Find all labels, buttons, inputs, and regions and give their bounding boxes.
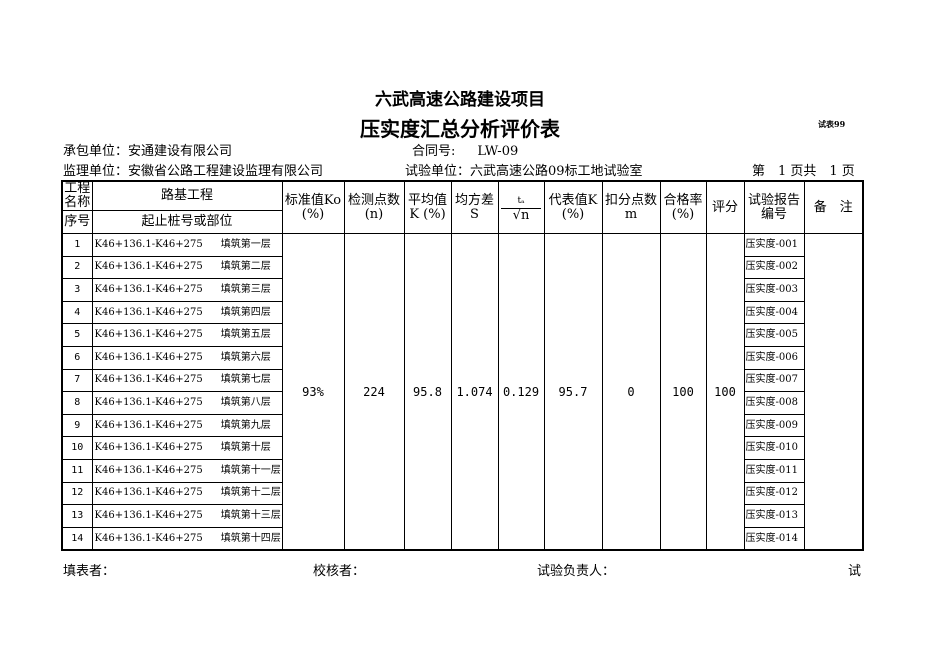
row-location: K46+136.1-K46+275 填筑第七层 (91, 368, 283, 393)
summary-avg: 95.8 (403, 233, 452, 551)
score-header: 评分 (705, 180, 745, 234)
row-report-number: 压实度-014 (743, 526, 805, 551)
avg-header: 平均值 K (%) (403, 180, 452, 234)
row-location: K46+136.1-K46+275 填筑第十四层 (91, 526, 283, 551)
deduct-header: 扣分点数 m (601, 180, 661, 234)
remark-cell (803, 233, 864, 551)
row-report-number: 压实度-010 (743, 436, 805, 460)
row-location: K46+136.1-K46+275 填筑第五层 (91, 323, 283, 347)
supervisor: 监理单位：安徽省公路工程建设监理有限公司 (63, 160, 323, 179)
row-report-number: 压实度-004 (743, 300, 805, 325)
row-report-number: 压实度-009 (743, 413, 805, 438)
footer-tail: 试 (848, 564, 862, 579)
report-header: 试验报告 编号 (743, 180, 805, 234)
lab: 试验单位：六武高速公路09标工地试验室 (405, 160, 643, 179)
remark-header: 备 注 (803, 180, 864, 234)
contract-no-value: LW-09 (477, 144, 519, 159)
table-row: 12 K46+136.1-K46+275 填筑第十二层 压实度-012 (61, 481, 863, 506)
summary-deduct: 0 (601, 233, 661, 551)
form-number: 试表99 (818, 119, 846, 129)
contract-no-label: 合同号: (412, 144, 456, 159)
row-location: K46+136.1-K46+275 填筑第十一层 (91, 458, 283, 483)
project-name-label: 工程名称 (61, 180, 93, 211)
row-report-number: 压实度-011 (743, 458, 805, 483)
filler-label: 填表者： (63, 564, 116, 579)
row-report-number: 压实度-013 (743, 504, 805, 528)
row-report-number: 压实度-001 (743, 233, 805, 257)
row-report-number: 压实度-003 (743, 278, 805, 302)
contractor-value: 安通建设有限公司 (128, 144, 233, 159)
ta-sqrt-n-header: tₐ √n (497, 180, 545, 234)
supervisor-value: 安徽省公路工程建设监理有限公司 (128, 164, 324, 179)
row-number: 11 (61, 458, 93, 483)
row-number: 12 (61, 481, 93, 506)
row-number: 9 (61, 413, 93, 438)
summary-k0: 93% (281, 233, 345, 551)
table-row: 11 K46+136.1-K46+275 填筑第十一层 压实度-011 (61, 458, 863, 483)
summary-s: 1.074 (450, 233, 499, 551)
row-number: 2 (61, 255, 93, 280)
row-location: K46+136.1-K46+275 填筑第四层 (91, 300, 283, 325)
row-number: 5 (61, 323, 93, 347)
page-indicator: 第 1 页共 1 页 (752, 164, 855, 179)
row-location: K46+136.1-K46+275 填筑第八层 (91, 391, 283, 415)
form-title: 压实度汇总分析评价表 (360, 117, 560, 141)
table-row: 8 K46+136.1-K46+275 填筑第八层 压实度-008 (61, 391, 863, 415)
seq-header: 序号 (61, 210, 93, 234)
rep-k-header: 代表值K (%) (543, 180, 603, 234)
row-location: K46+136.1-K46+275 填筑第十二层 (91, 481, 283, 506)
summary-pass: 100 (659, 233, 707, 551)
project-name: 路基工程 (91, 180, 283, 211)
row-number: 4 (61, 300, 93, 325)
contractor: 承包单位：安通建设有限公司 (63, 140, 232, 159)
k0-header: 标准值Ko (%) (281, 180, 345, 234)
row-report-number: 压实度-007 (743, 368, 805, 393)
table-row: 4 K46+136.1-K46+275 填筑第四层 压实度-004 (61, 300, 863, 325)
table-row: 7 K46+136.1-K46+275 填筑第七层 压实度-007 (61, 368, 863, 393)
row-location: K46+136.1-K46+275 填筑第六层 (91, 345, 283, 370)
row-number: 14 (61, 526, 93, 551)
row-location: K46+136.1-K46+275 填筑第二层 (91, 255, 283, 280)
supervisor-label: 监理单位： (63, 164, 129, 179)
table-row: 13 K46+136.1-K46+275 填筑第十三层 压实度-013 (61, 504, 863, 528)
row-report-number: 压实度-008 (743, 391, 805, 415)
row-number: 1 (61, 233, 93, 257)
contract-no: 合同号: LW-09 (412, 140, 518, 159)
compaction-summary-table: 工程名称 路基工程 标准值Ko (%) 检测点数 (n) 平均值 K (%) 均方差 S… (61, 180, 864, 552)
row-location: K46+136.1-K46+275 填筑第十层 (91, 436, 283, 460)
location-header: 起止桩号或部位 (91, 210, 283, 234)
project-title: 六武高速公路建设项目 (375, 90, 545, 110)
row-report-number: 压实度-005 (743, 323, 805, 347)
row-report-number: 压实度-002 (743, 255, 805, 280)
row-number: 13 (61, 504, 93, 528)
lab-label: 试验单位： (405, 164, 471, 179)
row-number: 3 (61, 278, 93, 302)
table-row: 2 K46+136.1-K46+275 填筑第二层 压实度-002 (61, 255, 863, 280)
row-location: K46+136.1-K46+275 填筑第一层 (91, 233, 283, 257)
summary-ta-sqrt-n: 0.129 (497, 233, 545, 551)
table-row: 1 K46+136.1-K46+275 填筑第一层 93% 224 95.8 1.074 0… (61, 233, 864, 551)
summary-n: 224 (343, 233, 405, 551)
lab-value: 六武高速公路09标工地试验室 (470, 164, 643, 179)
table-row: 14 K46+136.1-K46+275 填筑第十四层 压实度-014 (61, 526, 863, 551)
row-report-number: 压实度-012 (743, 481, 805, 506)
row-report-number: 压实度-006 (743, 345, 805, 370)
row-number: 6 (61, 345, 93, 370)
lab-head-label: 试验负责人： (537, 564, 616, 579)
pass-header: 合格率 (%) (659, 180, 707, 234)
summary-score: 100 (705, 233, 745, 551)
row-number: 8 (61, 391, 93, 415)
row-location: K46+136.1-K46+275 填筑第十三层 (91, 504, 283, 528)
n-header: 检测点数 (n) (343, 180, 405, 234)
summary-rep-k: 95.7 (543, 233, 603, 551)
row-location: K46+136.1-K46+275 填筑第三层 (91, 278, 283, 302)
row-number: 10 (61, 436, 93, 460)
row-number: 7 (61, 368, 93, 393)
table-row: 6 K46+136.1-K46+275 填筑第六层 压实度-006 (61, 345, 863, 370)
checker-label: 校核者： (313, 564, 366, 579)
contractor-label: 承包单位： (63, 144, 129, 159)
table-row: 9 K46+136.1-K46+275 填筑第九层 压实度-009 (61, 413, 863, 438)
s-header: 均方差 S (450, 180, 499, 234)
row-location: K46+136.1-K46+275 填筑第九层 (91, 413, 283, 438)
